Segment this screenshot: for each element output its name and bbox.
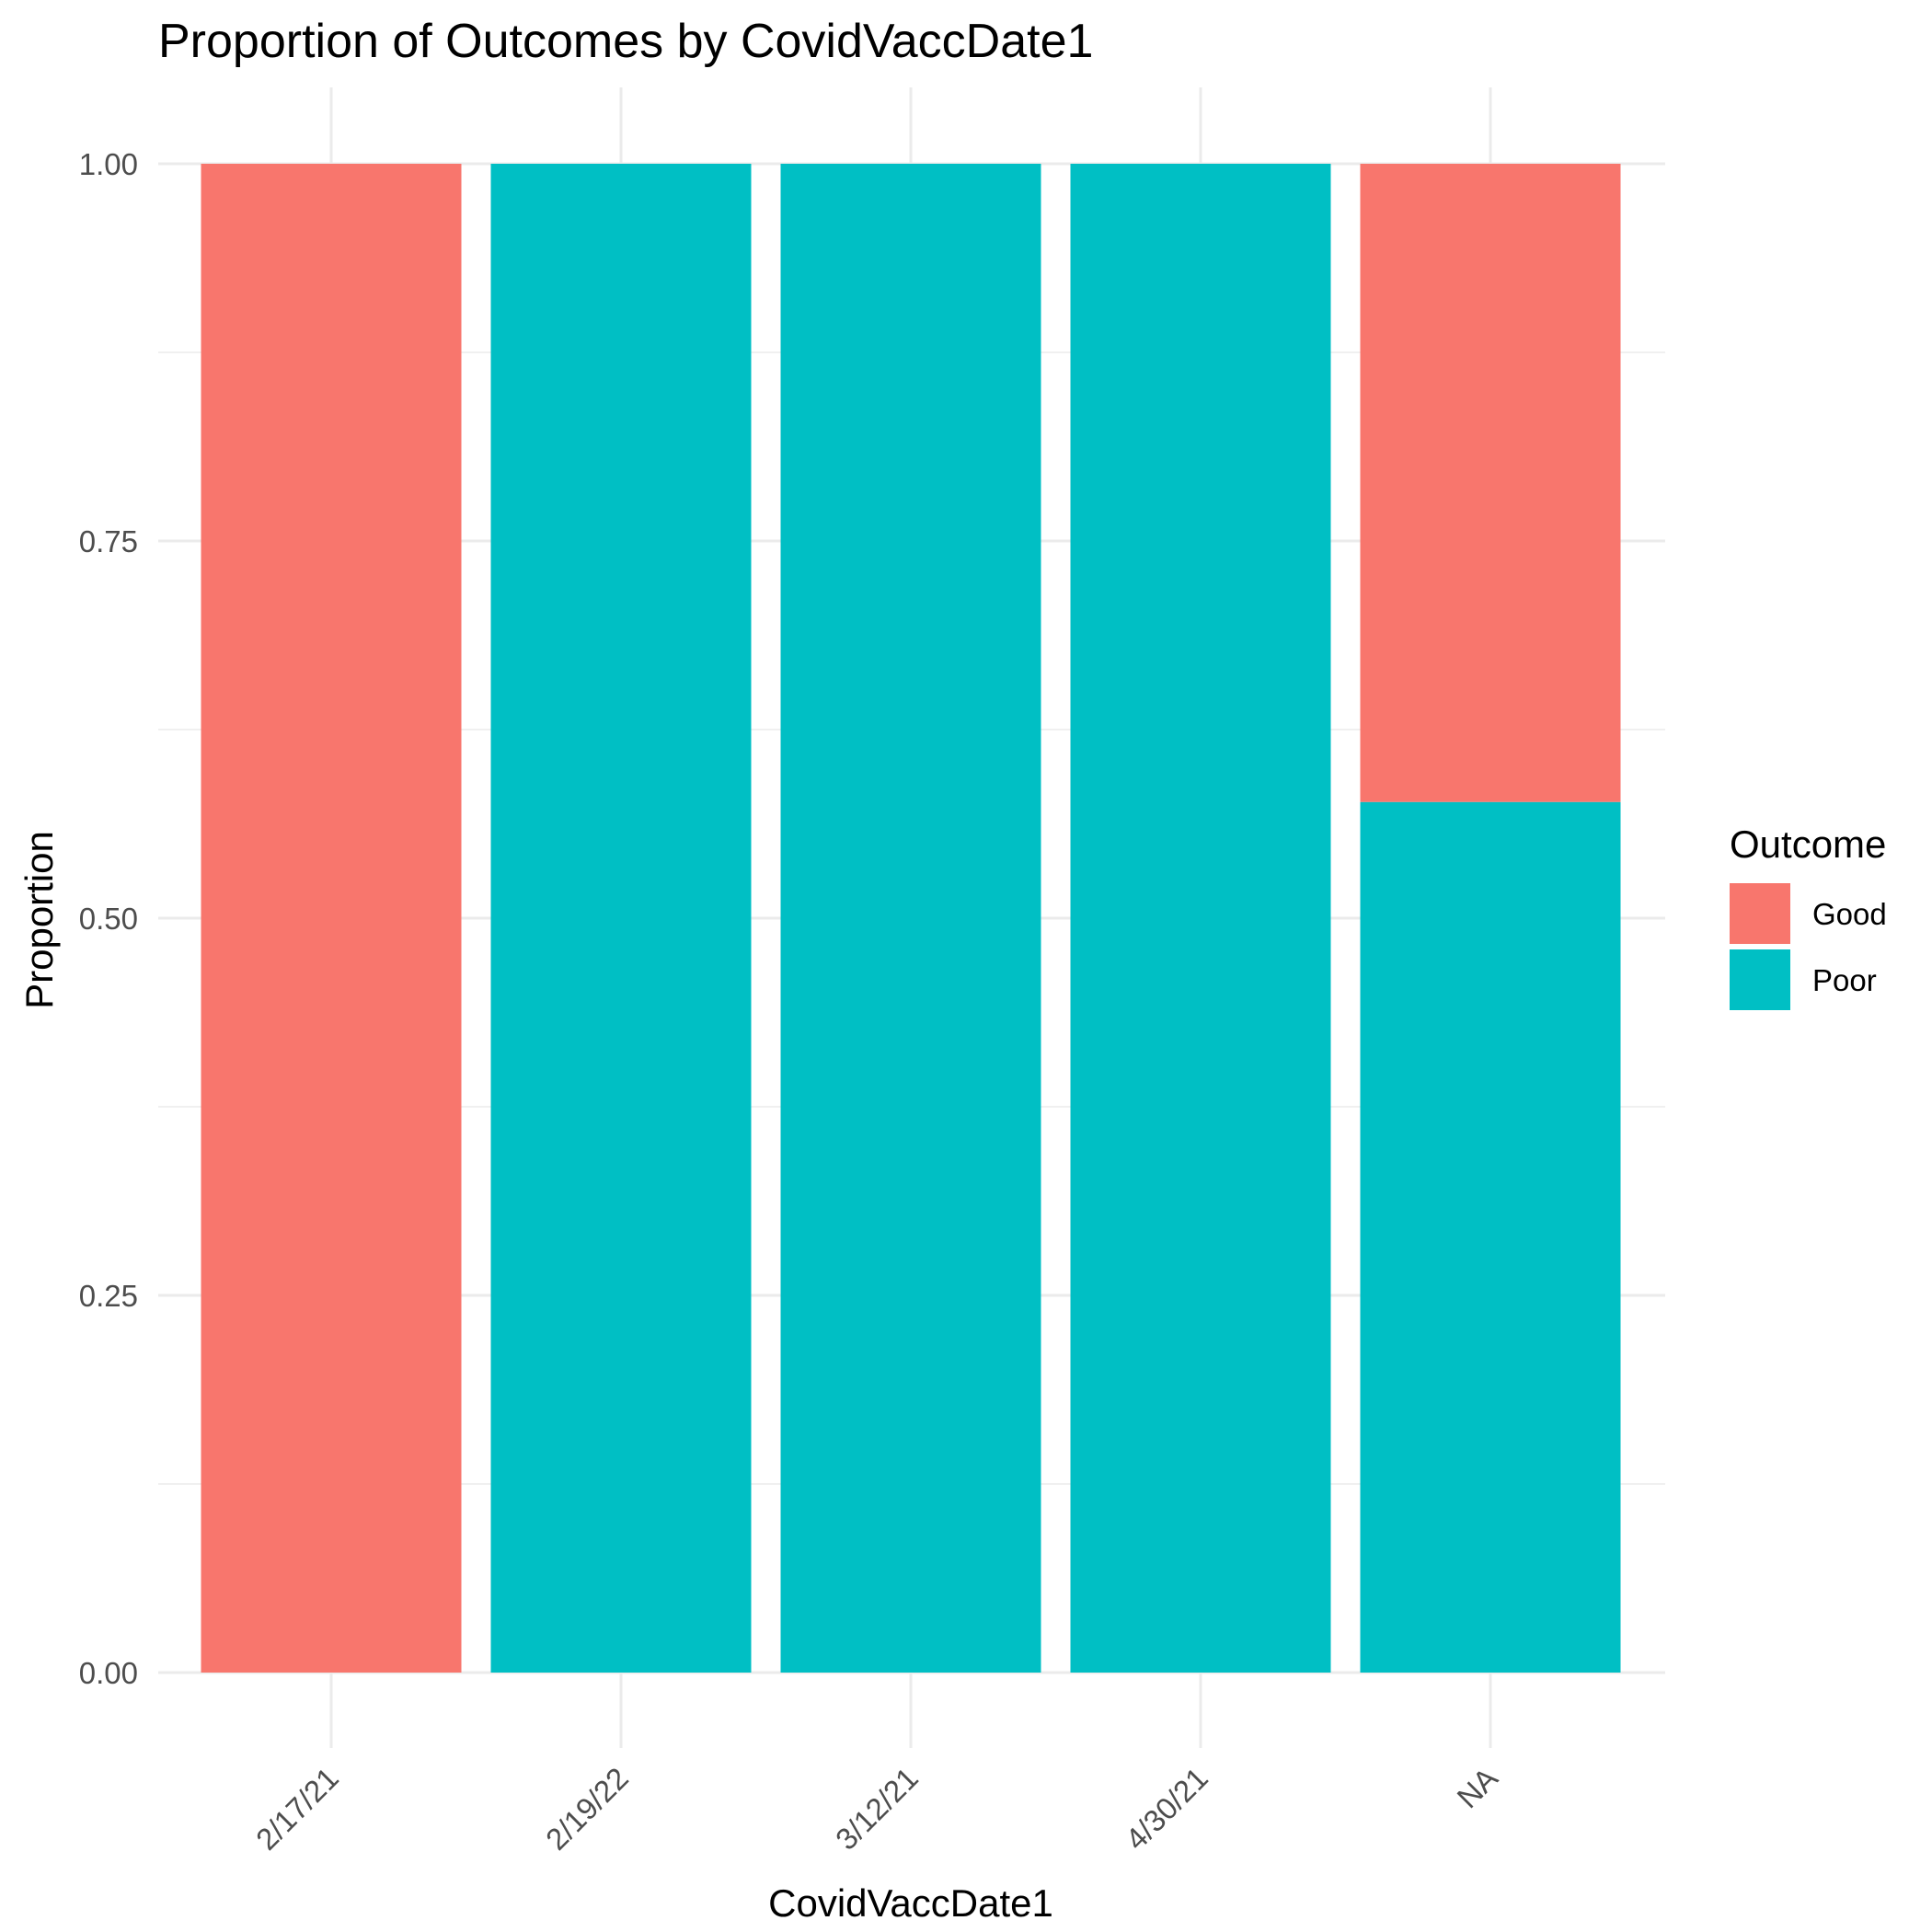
y-tick-label: 0.00 bbox=[79, 1656, 138, 1690]
x-tick-label: 2/19/22 bbox=[539, 1761, 635, 1857]
x-tick-label: 4/30/21 bbox=[1119, 1761, 1214, 1857]
y-tick-label: 0.25 bbox=[79, 1279, 138, 1313]
x-axis-title: CovidVaccDate1 bbox=[768, 1881, 1053, 1925]
bar-poor-4 bbox=[1360, 801, 1621, 1673]
y-tick-label: 0.75 bbox=[79, 524, 138, 558]
bars bbox=[201, 164, 1621, 1673]
y-tick-label: 1.00 bbox=[79, 147, 138, 181]
legend-label-poor: Poor bbox=[1812, 963, 1877, 997]
bar-good-4 bbox=[1360, 164, 1621, 802]
x-tick-label: 2/17/21 bbox=[249, 1761, 345, 1857]
legend-key-poor bbox=[1730, 949, 1790, 1010]
legend-key-good bbox=[1730, 883, 1790, 944]
bar-poor-2 bbox=[780, 164, 1041, 1673]
bar-poor-1 bbox=[490, 164, 752, 1673]
bar-good-0 bbox=[201, 164, 462, 1673]
x-tick-label: NA bbox=[1450, 1761, 1504, 1815]
legend: Outcome Good Poor bbox=[1730, 822, 1887, 1010]
legend-title: Outcome bbox=[1730, 822, 1886, 866]
y-tick-label: 0.50 bbox=[79, 902, 138, 936]
legend-label-good: Good bbox=[1812, 897, 1887, 931]
y-axis-title: Proportion bbox=[17, 831, 61, 1009]
x-tick-label: 3/12/21 bbox=[829, 1761, 925, 1857]
chart-title: Proportion of Outcomes by CovidVaccDate1 bbox=[158, 15, 1093, 68]
y-axis-ticks: 0.00 0.25 0.50 0.75 1.00 bbox=[79, 147, 138, 1690]
bar-poor-3 bbox=[1070, 164, 1331, 1673]
x-axis-ticks: 2/17/21 2/19/22 3/12/21 4/30/21 NA bbox=[249, 1761, 1504, 1857]
